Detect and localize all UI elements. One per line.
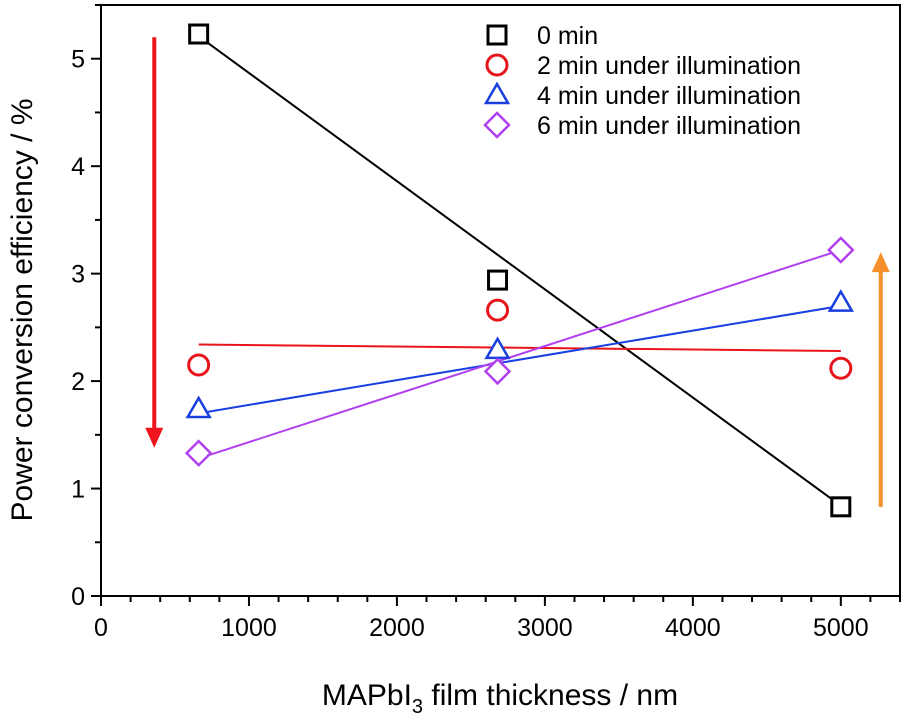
arrow-up-head <box>871 252 890 273</box>
y-tick-label: 3 <box>71 261 85 289</box>
legend-marker-0 <box>486 24 508 46</box>
legend-marker-3 <box>483 111 511 139</box>
x-tick-label: 3000 <box>517 614 573 642</box>
legend-marker-1 <box>485 53 509 77</box>
data-point-series-2 <box>827 289 854 312</box>
fit-line-2 <box>198 304 841 415</box>
plot-frame <box>100 4 901 597</box>
data-point-series-3 <box>184 439 213 467</box>
legend-marker-2 <box>483 81 511 105</box>
data-point-series-3 <box>483 357 512 386</box>
data-point-series-1 <box>187 353 211 377</box>
legend-label-2: 4 min under illumination <box>537 82 801 110</box>
y-tick-label: 1 <box>71 476 85 504</box>
legend-label-0: 0 min <box>537 22 598 50</box>
x-axis-label-main: MAPbI <box>322 679 412 712</box>
data-point-series-0 <box>830 496 852 518</box>
x-tick-label: 4000 <box>665 614 721 642</box>
x-tick-label: 1000 <box>221 614 277 642</box>
data-point-series-0 <box>188 23 210 45</box>
arrow-down-head <box>145 427 164 448</box>
data-point-series-0 <box>487 269 509 291</box>
y-tick-label: 2 <box>71 368 85 396</box>
data-point-series-1 <box>829 356 853 380</box>
y-tick-label: 0 <box>71 583 85 611</box>
y-tick-label: 4 <box>71 153 85 181</box>
data-point-series-3 <box>827 236 855 264</box>
fit-line-3 <box>198 249 842 460</box>
x-tick-label: 5000 <box>813 614 869 642</box>
fit-line-0 <box>198 35 842 507</box>
x-axis-label-sub: 3 <box>412 696 423 718</box>
fit-line-1 <box>198 343 841 353</box>
y-tick-label: 5 <box>71 46 85 74</box>
legend-label-1: 2 min under illumination <box>537 52 801 80</box>
legend-label-3: 6 min under illumination <box>537 112 801 140</box>
x-axis-label: MAPbI3 film thickness / nm <box>322 679 678 718</box>
x-axis-label-rest: film thickness / nm <box>423 679 678 712</box>
x-tick-label: 2000 <box>369 614 425 642</box>
x-tick-label: 0 <box>94 614 108 642</box>
data-point-series-2 <box>185 395 212 419</box>
data-point-series-1 <box>486 298 510 322</box>
y-axis-label: Power conversion efficiency / % <box>6 99 39 522</box>
